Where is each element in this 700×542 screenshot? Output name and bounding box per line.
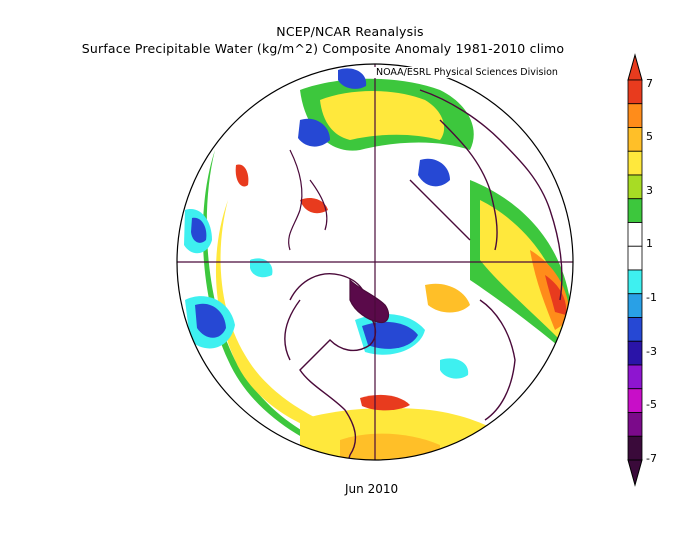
colorbar-segment — [627, 79, 643, 105]
anomaly-region-red-northwest — [235, 164, 249, 187]
colorbar-segment — [627, 103, 643, 128]
anomaly-region-red-south — [360, 394, 410, 411]
asia-east-outline — [288, 149, 328, 251]
anomaly-region-orange-center — [425, 283, 470, 313]
eurasia-outline — [409, 89, 563, 301]
anomaly-region-cyan-pacific — [250, 258, 273, 278]
colorbar-tick-1: 1 — [646, 237, 653, 250]
colorbar-tick-minus-7: -7 — [646, 452, 657, 465]
title-line-1: NCEP/NCAR Reanalysis — [276, 24, 424, 39]
colorbar-segment — [627, 269, 643, 295]
colorbar-tick-3: 3 — [646, 184, 653, 197]
anomaly-region-blue-siberia — [418, 158, 450, 187]
colorbar-segment — [627, 245, 643, 271]
colorbar-arrow-top — [627, 53, 643, 81]
date-label: Jun 2010 — [345, 482, 399, 496]
title-line-2: Surface Precipitable Water (kg/m^2) Comp… — [81, 41, 565, 56]
anomaly-band-outer — [177, 64, 345, 460]
colorbar-segment — [627, 222, 643, 247]
anomaly-region-yellow-east — [480, 200, 565, 340]
colorbar-tick-minus-1: -1 — [646, 291, 657, 304]
colorbar — [627, 53, 643, 487]
anomaly-region-red-north — [300, 198, 328, 214]
colorbar-segment — [627, 150, 643, 176]
anomaly-region-blue-west — [191, 217, 207, 243]
anomaly-region-blue-pole — [338, 68, 367, 89]
colorbar-arrow-bottom — [627, 459, 643, 487]
colorbar-tick-minus-3: -3 — [646, 345, 657, 358]
colorbar-segment — [627, 388, 643, 413]
anomaly-region-red-east — [545, 275, 567, 315]
map-border — [176, 63, 574, 461]
colorbar-tick-5: 5 — [646, 130, 653, 143]
colorbar-segment — [627, 412, 643, 437]
colorbar-segment — [627, 364, 643, 390]
colorbar-segment — [627, 317, 643, 342]
greenland-outline — [349, 278, 390, 324]
colorbar-segment — [627, 127, 643, 152]
anomaly-region-yellow-north — [320, 91, 445, 140]
colorbar-tick-7: 7 — [646, 77, 653, 90]
anomaly-region-blue-arctic — [298, 118, 330, 147]
anomaly-region-blue-southwest — [195, 303, 226, 338]
colorbar-segment — [627, 435, 643, 461]
anomaly-region-blue-gulf — [362, 321, 418, 349]
colorbar-tick-minus-5: -5 — [646, 398, 657, 411]
anomaly-region-orange-south — [340, 433, 440, 460]
africa-outline — [479, 299, 516, 421]
credit-label: NOAA/ESRL Physical Sciences Division — [374, 67, 560, 78]
north-america-outline — [284, 273, 377, 460]
colorbar-segment — [627, 198, 643, 223]
colorbar-segment — [627, 174, 643, 200]
anomaly-band-yellow-west — [215, 200, 320, 430]
colorbar-segment — [627, 293, 643, 318]
colorbar-segment — [627, 340, 643, 366]
anomaly-region-cyan-atlantic — [440, 358, 469, 379]
